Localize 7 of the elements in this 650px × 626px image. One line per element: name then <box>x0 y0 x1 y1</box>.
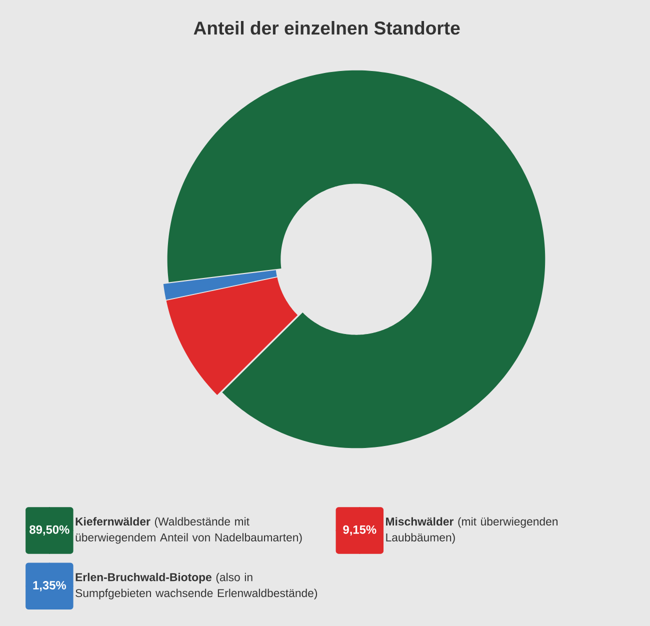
legend-label: Erlen-Bruchwald-Biotope (also in Sumpfgebieten wachsende Erlenwaldbestände) <box>76 572 318 600</box>
chart-title: Anteil der einzelnen Standorte <box>194 20 460 34</box>
data-label: 9,15% <box>343 525 376 536</box>
legend-label: Mischwälder (mit überwiegenden Laubbäumen) <box>386 516 558 544</box>
data-label: 89,50% <box>30 525 70 536</box>
legend-label: Kiefernwälder (Waldbestände mit überwiegendem Anteil von Nadelbaumarten) <box>76 516 302 544</box>
data-label: 1,35% <box>33 580 66 592</box>
